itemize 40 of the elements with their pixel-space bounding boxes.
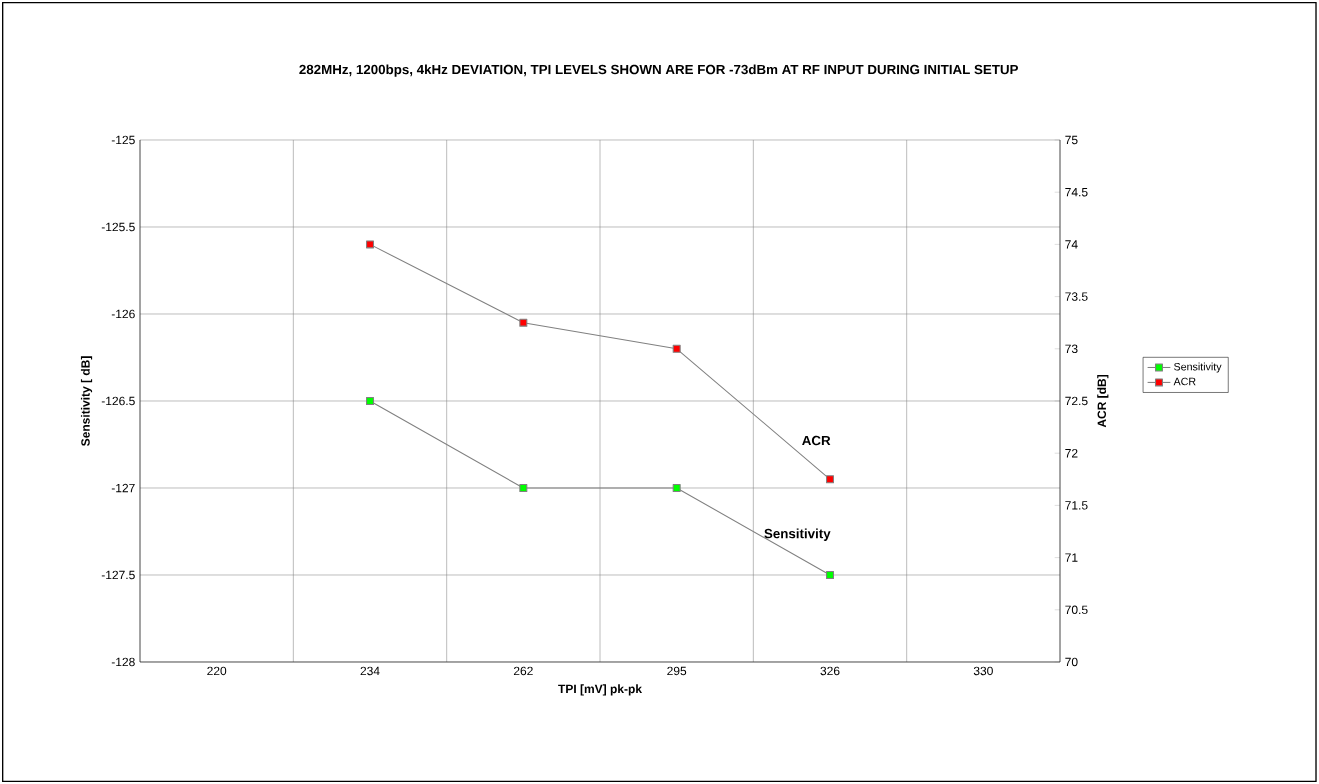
y2-tick-label: 72	[1065, 448, 1078, 458]
y-tick-label: -125.5	[101, 222, 135, 232]
y-axis-title: Sensitivity [ dB]	[80, 356, 93, 446]
y-tick-label: -128	[111, 657, 135, 667]
point	[366, 240, 375, 249]
point	[672, 344, 681, 353]
point	[826, 475, 835, 484]
x-tick-label: 326	[820, 666, 840, 676]
legend-label: Sensitivity	[1174, 362, 1222, 373]
y-tick-label: -125	[111, 135, 135, 145]
x-tick-label: 262	[513, 666, 533, 676]
point	[519, 483, 528, 492]
x-tick-label: 234	[360, 666, 380, 676]
y2-tick-label: 71	[1065, 553, 1078, 562]
y2-tick-label: 70	[1065, 657, 1078, 667]
y-tick-label: -126	[111, 309, 135, 319]
chart-title: 282MHz, 1200bps, 4kHz DEVIATION, TPI LEVELS SHOWN ARE FOR -73dBm AT RF INPUT DURING INITIAL SETUP	[299, 64, 1019, 77]
x-tick-label: 295	[667, 666, 687, 676]
x-axis-title: TPI [mV] pk-pk	[558, 684, 643, 696]
annotation: ACR	[802, 435, 831, 446]
y2-tick-label: 70.5	[1065, 605, 1088, 615]
x-tick-label: 330	[973, 666, 993, 676]
annotation: Sensitivity	[764, 528, 831, 541]
y2-tick-label: 74.5	[1065, 188, 1088, 197]
point	[672, 483, 681, 492]
y-tick-label: -127	[111, 483, 135, 493]
y2-tick-label: 72.5	[1065, 396, 1088, 406]
y2-axis-title: ACR [dB]	[1097, 375, 1109, 428]
y2-tick-label: 74	[1065, 240, 1078, 249]
y2-tick-label: 71.5	[1065, 501, 1088, 510]
y-tick-label: -127.5	[101, 570, 135, 580]
point	[366, 396, 375, 405]
y2-tick-label: 73	[1065, 344, 1078, 354]
y-tick-label: -126.5	[101, 396, 135, 406]
point	[519, 318, 528, 327]
y2-tick-label: 73.5	[1065, 292, 1088, 301]
y2-tick-label: 75	[1065, 135, 1078, 145]
x-tick-label: 220	[207, 666, 227, 676]
legend-label: ACR	[1173, 377, 1196, 386]
point	[826, 570, 835, 579]
